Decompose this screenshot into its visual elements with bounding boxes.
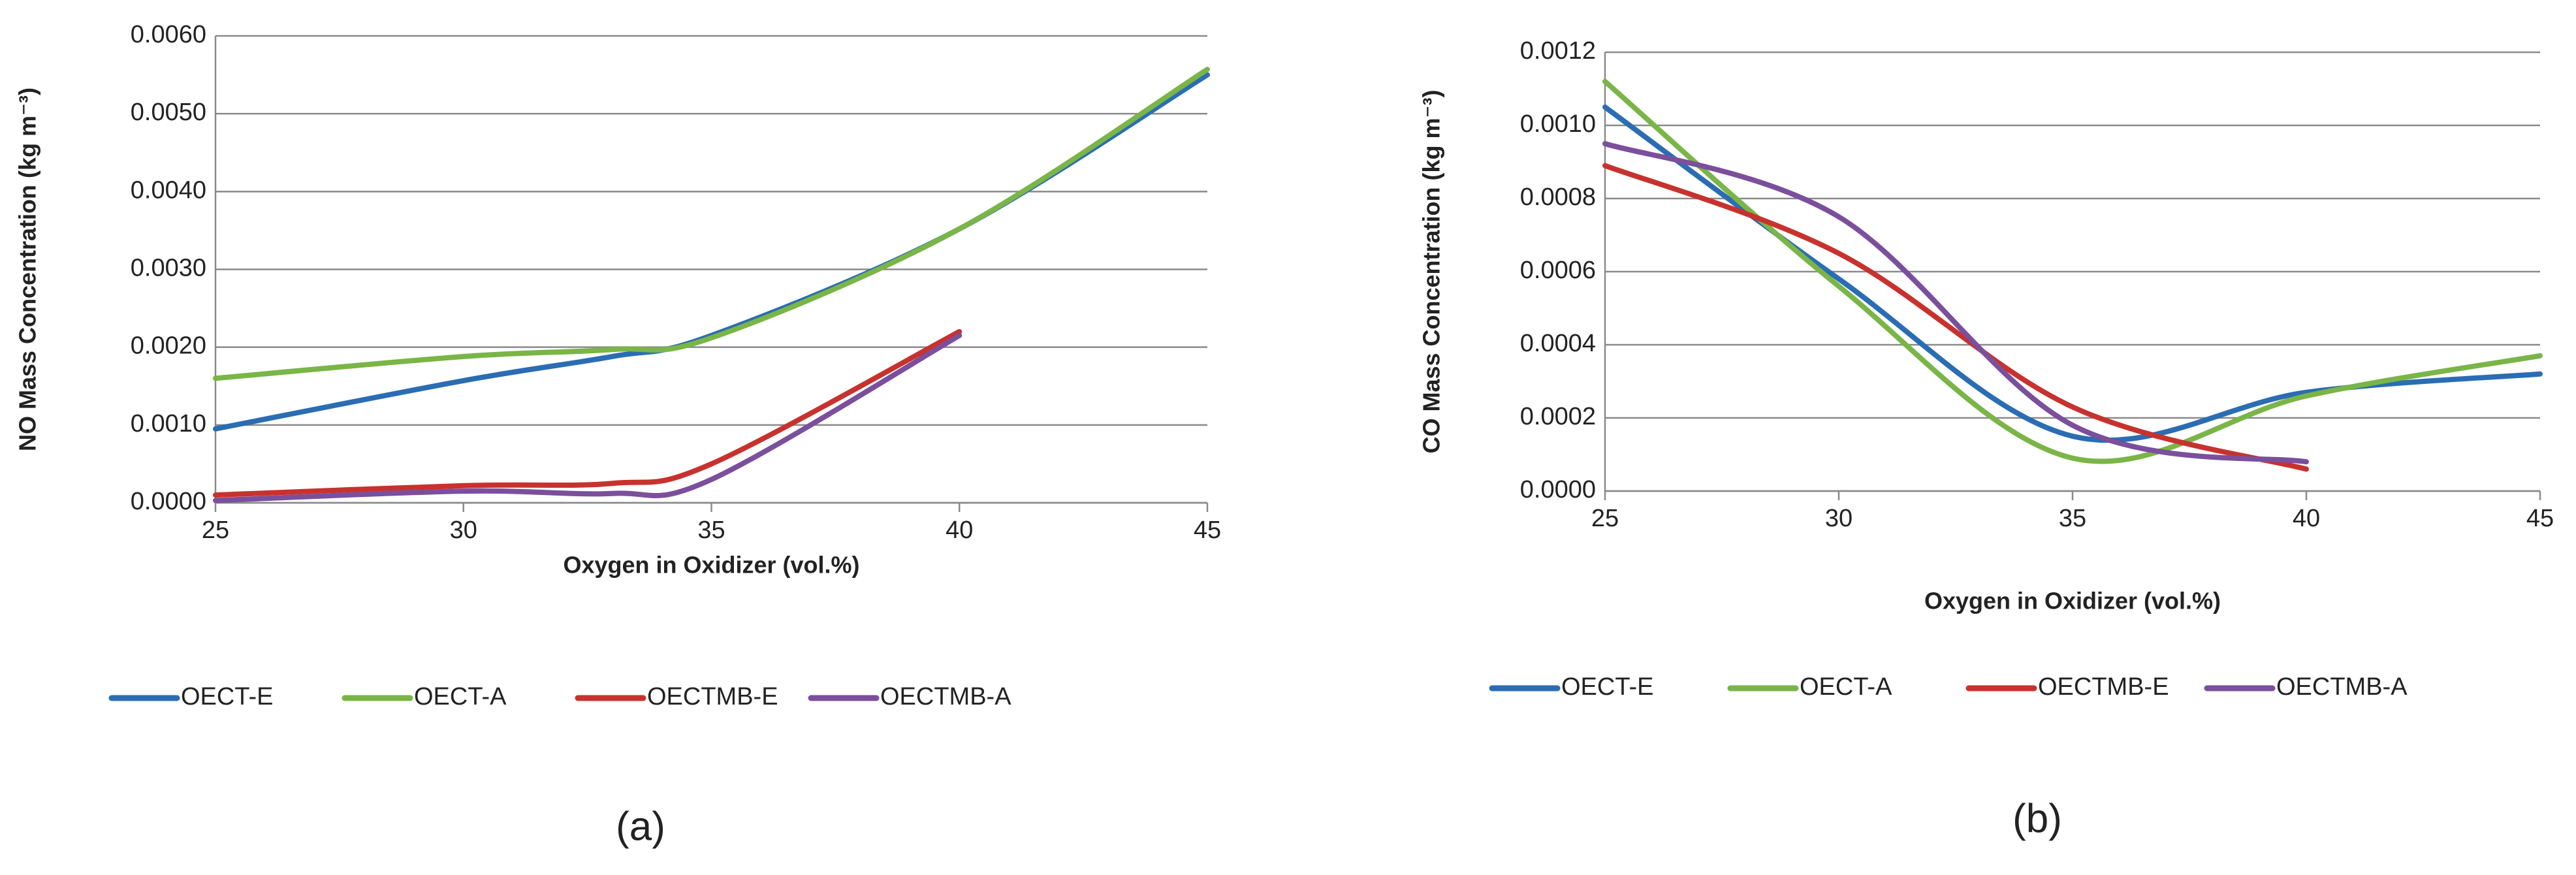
x-tick-label: 40: [2293, 505, 2320, 532]
series-line: [213, 332, 962, 503]
y-tick-label: 0.0010: [131, 410, 206, 438]
x-tick-label: 35: [2059, 505, 2086, 532]
series-line: [1602, 141, 2309, 465]
legend-label: OECT-A: [414, 683, 507, 710]
x-tick-label: 45: [1194, 517, 1221, 544]
y-tick-label: 0.0060: [131, 21, 206, 48]
x-tick-label: 45: [2526, 505, 2554, 532]
legend-label: OECTMB-E: [2038, 673, 2169, 701]
x-tick-label: 30: [1825, 505, 1852, 532]
x-tick-label: 25: [202, 517, 229, 544]
series-line: [213, 328, 962, 498]
series-line: [1602, 104, 2543, 443]
y-tick-label: 0.0020: [131, 332, 206, 360]
y-tick-label: 0.0030: [131, 255, 206, 282]
y-axis-label: NO Mass Concentration (kg m⁻³): [14, 88, 41, 451]
y-tick-label: 0.0000: [1520, 476, 1596, 503]
legend-label: OECTMB-E: [647, 683, 778, 710]
series-line: [213, 72, 1210, 432]
legend-label: OECT-E: [1561, 673, 1653, 701]
y-tick-label: 0.0004: [1520, 330, 1596, 357]
series-line: [1602, 78, 2543, 464]
y-tick-label: 0.0000: [131, 488, 206, 515]
y-axis-label: CO Mass Concentration (kg m⁻³): [1418, 89, 1445, 453]
series-line: [213, 67, 1210, 381]
x-axis-label: Oxygen in Oxidizer (vol.%): [1924, 588, 2221, 614]
y-tick-label: 0.0040: [131, 176, 206, 204]
legend-label: OECTMB-A: [2276, 673, 2408, 701]
caption: (a): [616, 804, 665, 849]
y-tick-label: 0.0002: [1520, 403, 1596, 430]
caption: (b): [2012, 796, 2062, 841]
x-axis-label: Oxygen in Oxidizer (vol.%): [563, 552, 859, 579]
legend-label: OECT-A: [1800, 673, 1892, 701]
y-tick-label: 0.0008: [1520, 183, 1596, 211]
y-tick-label: 0.0012: [1520, 37, 1596, 65]
x-tick-label: 40: [946, 517, 973, 544]
y-tick-label: 0.0006: [1520, 257, 1596, 284]
legend-label: OECT-E: [181, 683, 273, 710]
y-tick-label: 0.0010: [1520, 110, 1596, 138]
series-line: [1602, 163, 2309, 472]
legend-label: OECTMB-A: [880, 683, 1011, 710]
y-tick-label: 0.0050: [131, 99, 206, 126]
x-tick-label: 30: [450, 517, 477, 544]
x-tick-label: 25: [1591, 505, 1619, 532]
x-tick-label: 35: [697, 517, 725, 544]
